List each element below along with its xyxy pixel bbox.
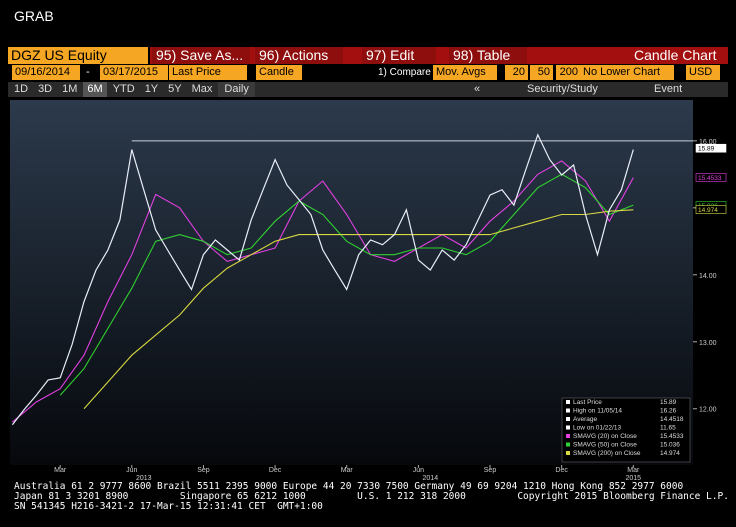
legend-swatch — [566, 425, 570, 430]
y-tick-label: 13.00 — [699, 340, 717, 347]
period-tab[interactable]: 5Y — [168, 83, 182, 95]
price-tag — [695, 173, 727, 182]
legend-swatch — [566, 434, 570, 438]
footer-line: Australia 61 2 9777 8600 Brazil 5511 239… — [14, 481, 684, 492]
period-tab[interactable]: 6M — [83, 82, 107, 97]
x-tick-label: Jun — [413, 467, 424, 474]
x-tick-label: Mar — [54, 467, 67, 474]
year-label: 2014 — [423, 475, 439, 482]
period-tab[interactable]: 1Y — [144, 83, 159, 95]
legend-label: Average — [573, 416, 597, 423]
style[interactable]: Candle — [256, 65, 302, 80]
collapse[interactable]: « — [474, 83, 481, 95]
chart-name: Candle Chart — [634, 47, 717, 63]
y-tick-label: 16.00 — [699, 139, 717, 146]
x-tick-label: Dec — [269, 467, 282, 474]
legend-swatch — [566, 417, 570, 421]
button[interactable]: 95) Save As... — [152, 47, 250, 64]
legend-value: 16.26 — [660, 408, 677, 415]
ma-line — [83, 209, 634, 410]
year-label: 2015 — [626, 475, 642, 482]
x-tick-label: Dec — [555, 467, 568, 474]
start-date[interactable]: 09/16/2014 — [12, 65, 80, 80]
ma-period[interactable]: 20 — [505, 65, 528, 80]
period-tab[interactable]: YTD — [112, 83, 135, 95]
tab-bar — [8, 82, 728, 97]
legend-value: 15.89 — [660, 399, 677, 406]
legend-value: 15.036 — [660, 442, 680, 449]
period-tab[interactable]: 3D — [38, 83, 53, 95]
x-tick-label: Sep — [197, 467, 210, 474]
x-tick-label: Mar — [627, 467, 640, 474]
event-button[interactable]: Event — [654, 83, 683, 95]
period-tab[interactable]: Max — [191, 83, 213, 95]
button[interactable]: 97) Edit — [362, 47, 436, 64]
legend-label: Last Price — [573, 399, 602, 406]
price-tag-label: 15.89 — [698, 146, 715, 153]
y-tick-label: 14.00 — [699, 273, 717, 280]
period-tab[interactable]: 1M — [62, 83, 78, 95]
price-line — [11, 133, 634, 426]
footer: Australia 61 2 9777 8600 Brazil 5511 239… — [14, 482, 729, 512]
ticker[interactable]: DGZ US Equity — [8, 47, 148, 64]
footer-line: Japan 81 3 3201 8900 Singapore 65 6212 1… — [14, 491, 729, 502]
legend-swatch — [566, 400, 570, 404]
legend-swatch — [566, 451, 570, 455]
ma-line — [59, 173, 634, 396]
period-tab[interactable]: 1D — [14, 83, 29, 95]
compare[interactable]: 1) Compare — [378, 67, 431, 78]
ma-period[interactable]: 200 — [556, 65, 581, 80]
ma-period[interactable]: 50 — [530, 65, 553, 80]
dash: - — [86, 66, 90, 78]
ma-line — [12, 160, 634, 423]
lower-chart[interactable]: No Lower Chart — [580, 65, 674, 80]
button[interactable]: 98) Table — [449, 47, 527, 64]
window-title: GRAB — [14, 8, 54, 24]
legend-swatch — [566, 408, 570, 413]
legend-value: 14.974 — [660, 450, 680, 457]
year-label: 2013 — [136, 475, 152, 482]
legend-box — [561, 397, 691, 463]
currency[interactable]: USD — [686, 65, 720, 80]
legend-value: 14.4518 — [660, 416, 684, 423]
legend-label: SMAVG (20) on Close — [573, 433, 637, 440]
legend-label: High on 11/05/14 — [573, 408, 622, 415]
price-tag-label: 15.4533 — [698, 175, 722, 182]
footer-line: SN 541345 H216-3421-2 17-Mar-15 12:31:41… — [14, 501, 323, 512]
tabs: 1D 3D 1M 6M YTD 1Y 5Y Max Daily — [10, 82, 255, 97]
price-tag-label: 14.974 — [698, 207, 718, 214]
legend-value: 15.4533 — [660, 433, 684, 440]
studies[interactable]: Mov. Avgs — [433, 65, 497, 80]
study-button[interactable]: Security/Study — [527, 83, 598, 95]
legend-label: Low on 01/22/13 — [573, 425, 621, 432]
legend-swatch — [566, 442, 570, 447]
x-tick-label: Sep — [484, 467, 497, 474]
y-tick-label: 12.00 — [699, 407, 717, 414]
price-tag — [695, 143, 727, 153]
legend-value: 11.65 — [660, 425, 676, 432]
button[interactable]: 96) Actions — [255, 47, 343, 64]
price-tag — [695, 205, 727, 214]
field[interactable]: Last Price — [169, 65, 247, 80]
x-tick-label: Mar — [341, 467, 354, 474]
x-tick-label: Jun — [126, 467, 137, 474]
frequency[interactable]: Daily — [218, 82, 255, 97]
legend-label: SMAVG (200) on Close — [573, 450, 641, 457]
legend-label: SMAVG (50) on Close — [573, 442, 637, 449]
end-date[interactable]: 03/17/2015 — [100, 65, 168, 80]
